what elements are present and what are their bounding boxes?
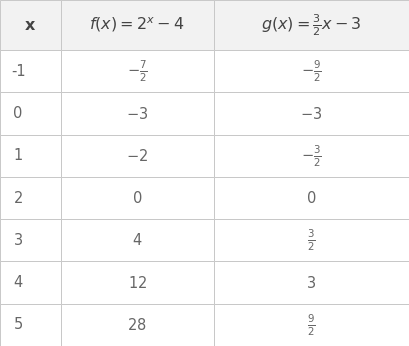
Text: $\frac{3}{2}$: $\frac{3}{2}$ (307, 228, 316, 253)
Text: $-\frac{7}{2}$: $-\frac{7}{2}$ (127, 58, 148, 84)
Text: 5: 5 (13, 317, 23, 333)
Text: $4$: $4$ (132, 233, 142, 248)
Text: $g(x) = \frac{3}{2}x - 3$: $g(x) = \frac{3}{2}x - 3$ (261, 12, 362, 38)
Bar (0, 135, 61, 177)
Text: $\frac{9}{2}$: $\frac{9}{2}$ (307, 312, 316, 338)
Text: $-3$: $-3$ (300, 106, 323, 121)
Text: 1: 1 (13, 148, 23, 163)
Text: $0$: $0$ (132, 190, 142, 206)
Bar (61, 50, 214, 92)
Text: $-\frac{9}{2}$: $-\frac{9}{2}$ (301, 58, 322, 84)
Text: $12$: $12$ (128, 275, 147, 291)
Text: $28$: $28$ (128, 317, 147, 333)
Bar (0, 92, 61, 135)
Bar (214, 135, 409, 177)
Bar (61, 92, 214, 135)
Bar (0, 262, 61, 304)
Bar (0, 177, 61, 219)
Bar (61, 177, 214, 219)
Bar (61, 304, 214, 346)
Bar (61, 0, 214, 50)
Text: $-\frac{3}{2}$: $-\frac{3}{2}$ (301, 143, 322, 169)
Bar (214, 50, 409, 92)
Text: 2: 2 (13, 191, 23, 206)
Text: -1: -1 (11, 64, 25, 79)
Text: $-2$: $-2$ (126, 148, 148, 164)
Text: $0$: $0$ (306, 190, 317, 206)
Text: 0: 0 (13, 106, 23, 121)
Bar (61, 262, 214, 304)
Text: 3: 3 (13, 233, 23, 248)
Bar (214, 262, 409, 304)
Text: $\mathbf{x}$: $\mathbf{x}$ (24, 18, 36, 33)
Bar (0, 50, 61, 92)
Bar (61, 219, 214, 262)
Text: $-3$: $-3$ (126, 106, 148, 121)
Text: 4: 4 (13, 275, 23, 290)
Bar (214, 304, 409, 346)
Bar (214, 177, 409, 219)
Bar (0, 219, 61, 262)
Bar (214, 0, 409, 50)
Bar (214, 92, 409, 135)
Text: $3$: $3$ (306, 275, 317, 291)
Text: $f(x) = 2^{x} - 4$: $f(x) = 2^{x} - 4$ (90, 16, 185, 34)
Bar (61, 135, 214, 177)
Bar (214, 219, 409, 262)
Bar (0, 0, 61, 50)
Bar (0, 304, 61, 346)
